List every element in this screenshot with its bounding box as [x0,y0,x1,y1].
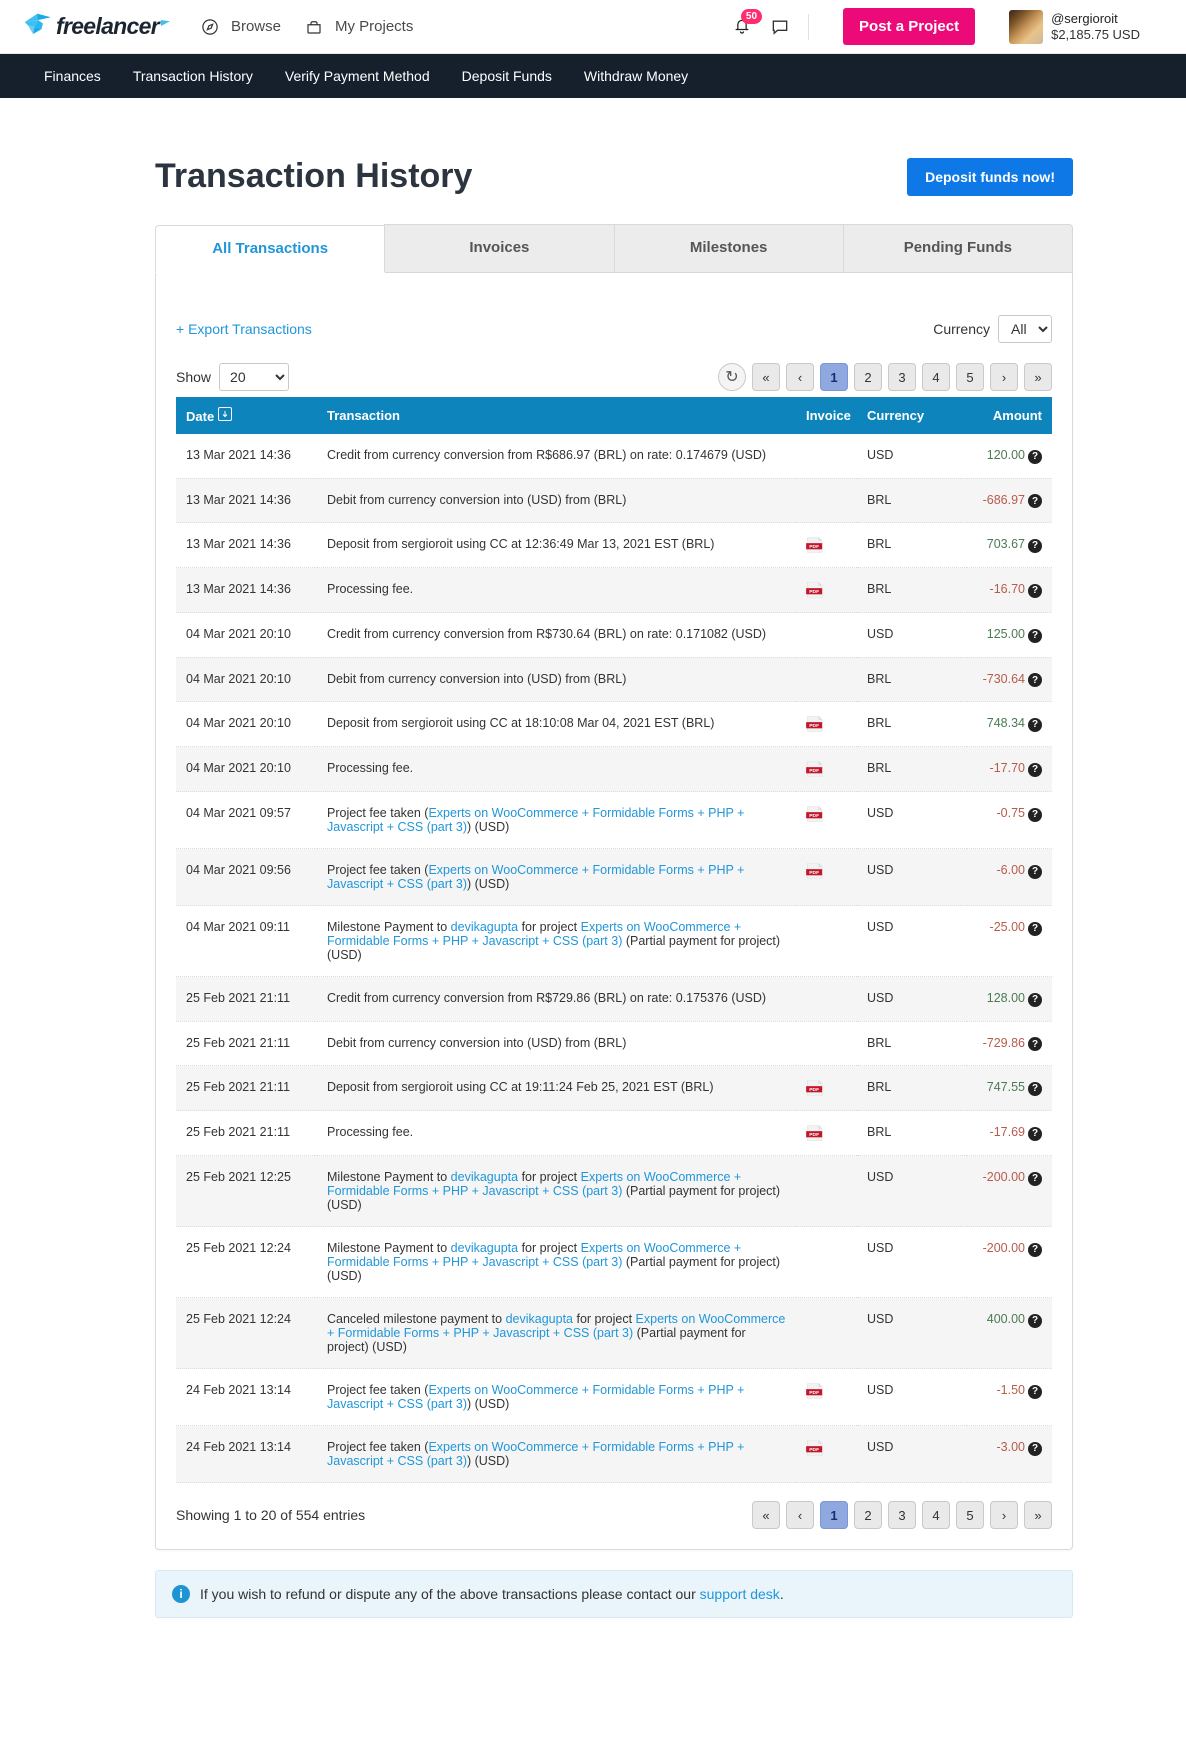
svg-text:PDF: PDF [809,813,819,819]
svg-text:PDF: PDF [809,723,819,729]
svg-text:PDF: PDF [809,589,819,595]
svg-text:PDF: PDF [809,1087,819,1093]
svg-text:PDF: PDF [809,1390,819,1396]
svg-text:PDF: PDF [809,1447,819,1453]
svg-text:PDF: PDF [809,544,819,550]
svg-text:PDF: PDF [809,768,819,774]
svg-text:PDF: PDF [809,1132,819,1138]
svg-text:PDF: PDF [809,870,819,876]
